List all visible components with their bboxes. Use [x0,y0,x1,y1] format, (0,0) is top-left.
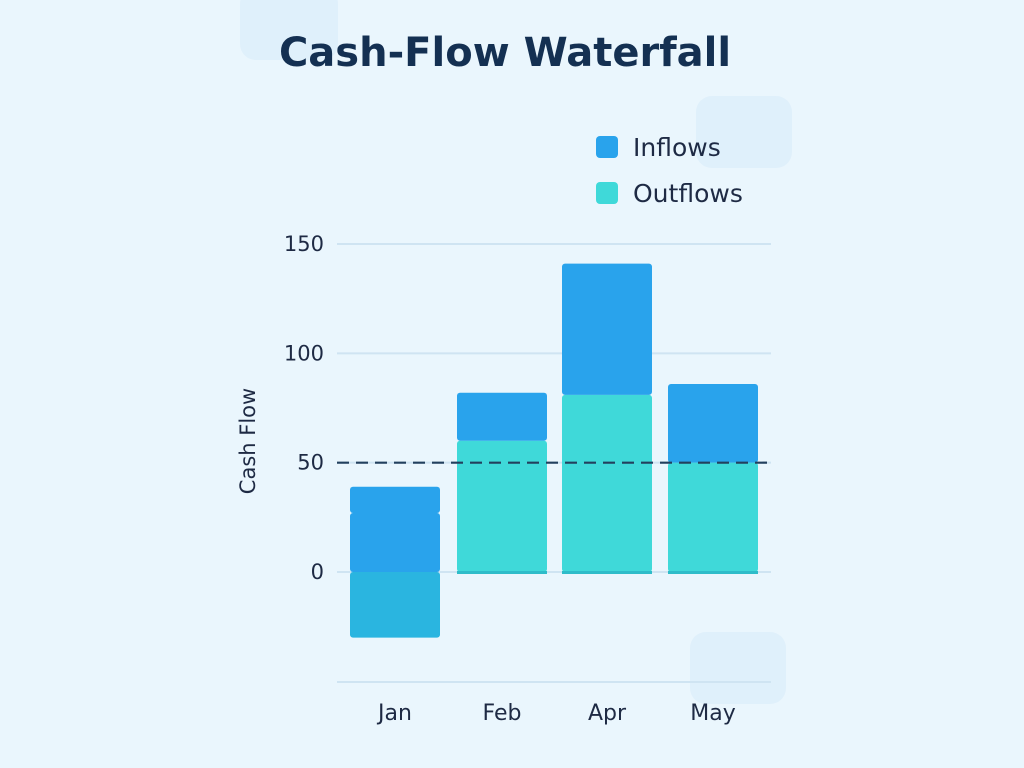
bar-segment [457,440,547,572]
y-tick-label: 50 [297,451,324,475]
x-tick-label: May [690,701,735,726]
y-tick-label: 150 [284,232,324,256]
background-decoration [690,632,786,704]
legend-label: Outflows [633,179,743,208]
bar-segment [562,394,652,572]
legend-swatch [596,182,618,204]
chart-title: Cash-Flow Waterfall [278,30,732,76]
bar-baseline [457,571,547,574]
y-tick-label: 0 [311,560,324,584]
bar-segment [668,383,758,463]
background-decoration [240,0,338,60]
x-tick-label: Jan [376,701,412,726]
bar-segment [457,392,547,441]
legend: Inflows Outflows [596,133,743,208]
y-tick-label: 100 [284,341,324,365]
bar-segment [668,462,758,572]
legend-label: Inflows [633,133,721,162]
bar-segment [350,512,440,572]
bar-segment [350,486,440,513]
bar-segment [350,572,440,638]
bar-baseline [668,571,758,574]
x-tick-label: Feb [483,701,522,726]
bar-baseline [562,571,652,574]
x-tick-label: Apr [588,701,627,726]
legend-swatch [596,136,618,158]
bars [350,263,758,638]
background-decoration [696,96,792,168]
y-axis-title: Cash Flow [236,388,260,494]
bar-segment [562,263,652,395]
axis-labels: 0 50 100 150 Jan Feb Apr May Cash Flow [236,232,736,726]
